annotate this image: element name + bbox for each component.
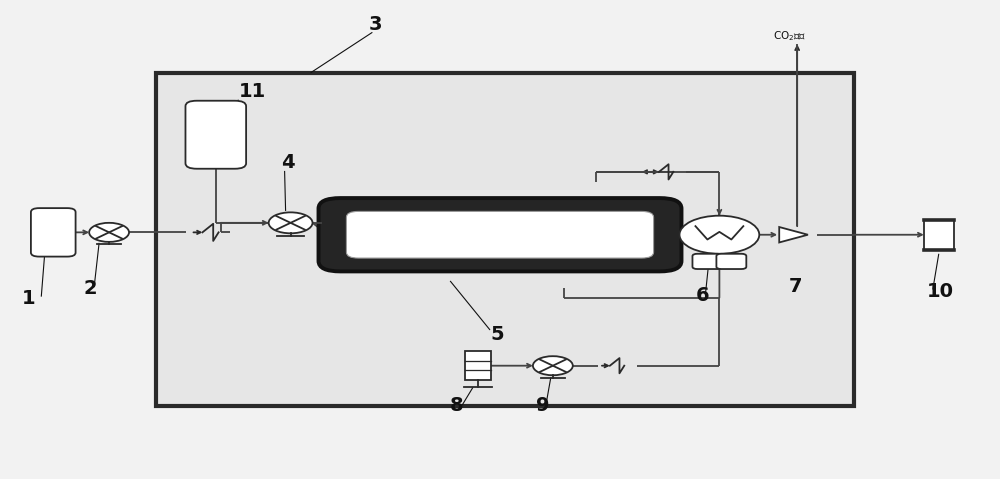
Text: 11: 11 bbox=[239, 81, 266, 101]
FancyBboxPatch shape bbox=[185, 101, 246, 169]
Bar bbox=[924, 220, 954, 250]
Bar bbox=[330, 237, 670, 262]
Bar bbox=[465, 352, 491, 380]
Text: 4: 4 bbox=[281, 153, 294, 172]
FancyBboxPatch shape bbox=[156, 73, 854, 406]
FancyBboxPatch shape bbox=[319, 198, 681, 272]
Text: 2: 2 bbox=[83, 279, 97, 298]
FancyBboxPatch shape bbox=[692, 254, 722, 269]
Text: 3: 3 bbox=[368, 15, 382, 34]
Text: 5: 5 bbox=[490, 324, 504, 343]
Text: 6: 6 bbox=[695, 286, 709, 306]
Text: CO$_2$出口: CO$_2$出口 bbox=[773, 30, 806, 43]
Circle shape bbox=[89, 223, 129, 242]
Text: 7: 7 bbox=[789, 277, 803, 296]
Bar bbox=[330, 207, 670, 232]
Text: 10: 10 bbox=[927, 282, 954, 301]
Circle shape bbox=[679, 216, 759, 254]
Polygon shape bbox=[779, 227, 808, 242]
FancyBboxPatch shape bbox=[346, 211, 654, 258]
Text: 9: 9 bbox=[536, 396, 549, 415]
Circle shape bbox=[269, 212, 313, 233]
FancyBboxPatch shape bbox=[716, 254, 746, 269]
Circle shape bbox=[533, 356, 573, 375]
Text: 1: 1 bbox=[21, 289, 35, 308]
Text: 8: 8 bbox=[450, 396, 464, 415]
FancyBboxPatch shape bbox=[31, 208, 76, 257]
